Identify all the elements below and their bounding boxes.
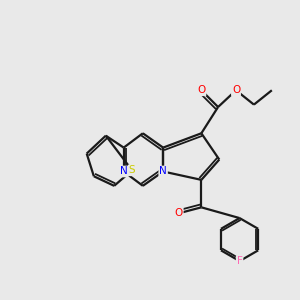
Text: O: O (232, 85, 240, 95)
Text: S: S (129, 165, 135, 175)
Text: F: F (237, 256, 242, 266)
Text: N: N (159, 167, 167, 176)
Text: O: O (197, 85, 206, 95)
Text: O: O (175, 208, 183, 218)
Text: N: N (120, 167, 128, 176)
